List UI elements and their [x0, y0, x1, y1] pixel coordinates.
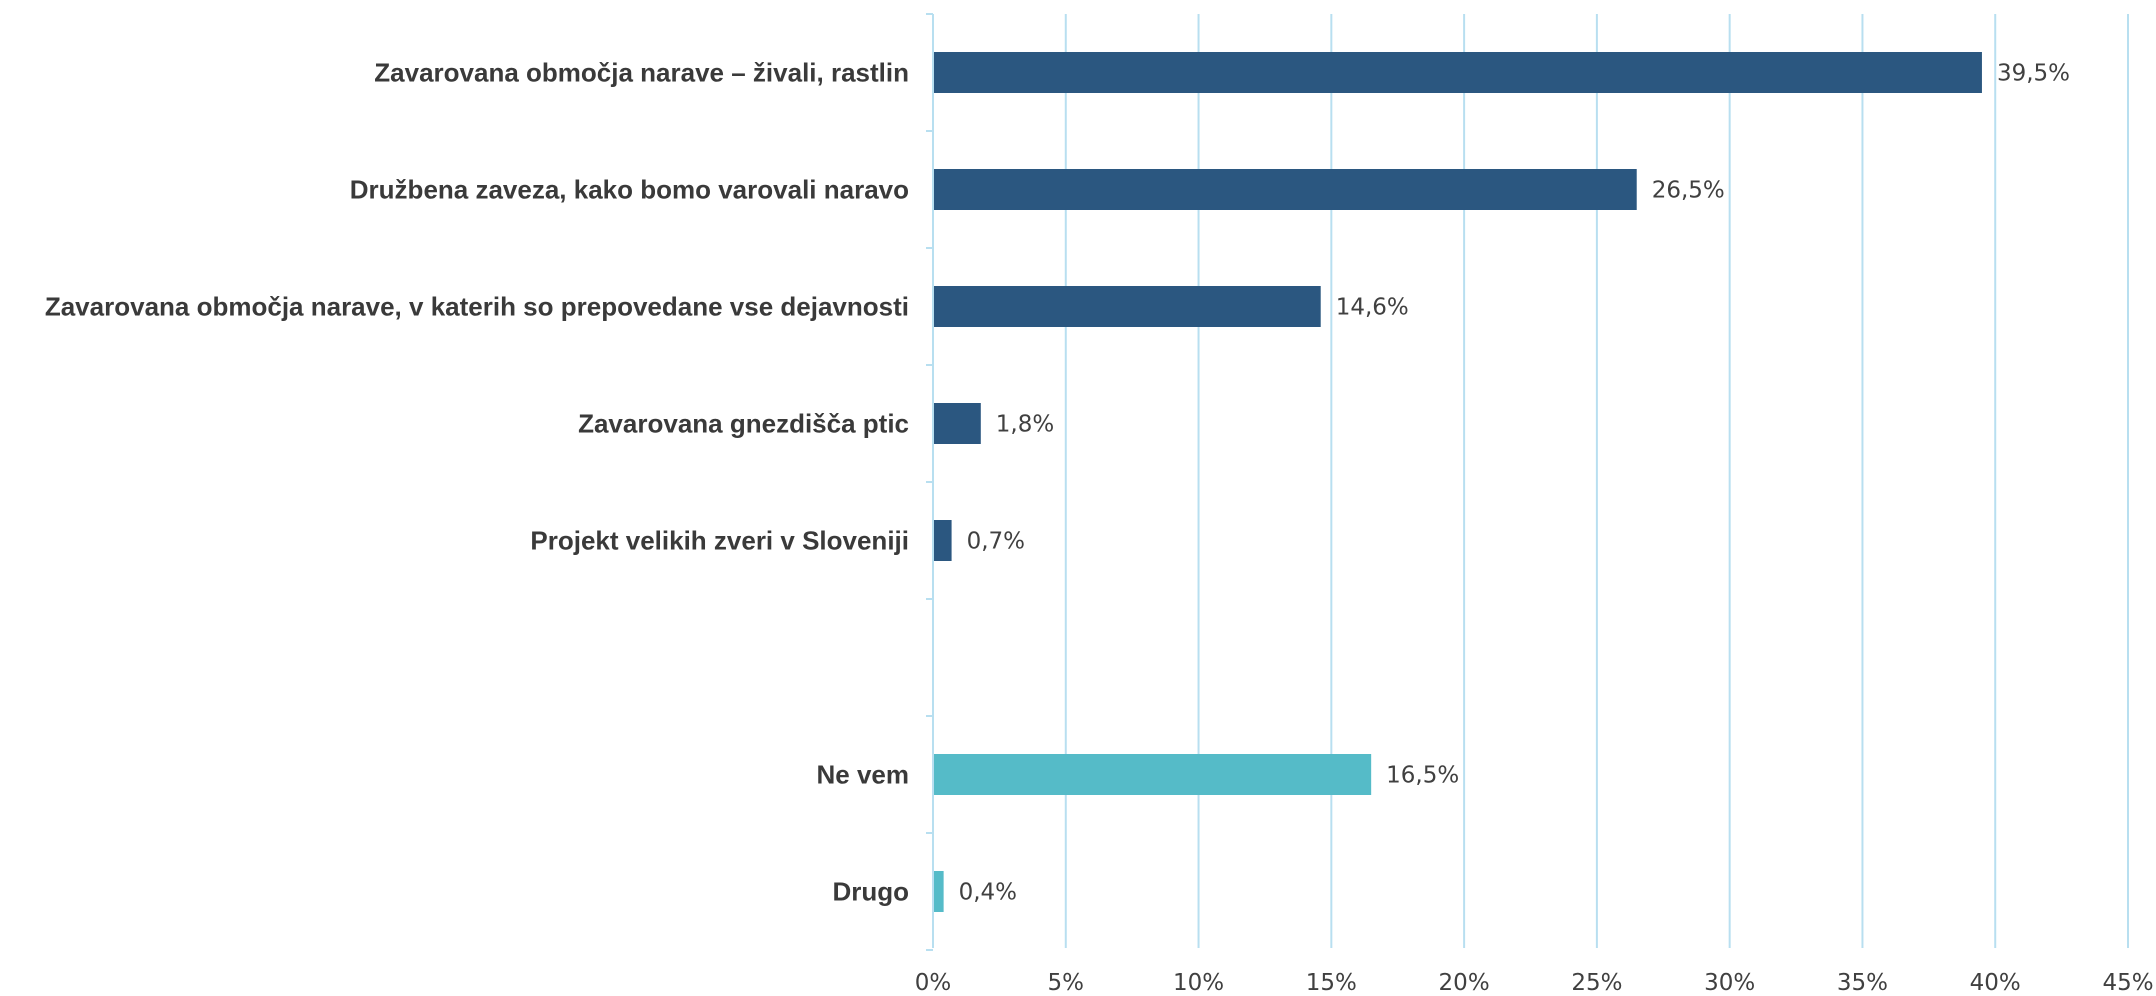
bar: [934, 286, 1321, 327]
x-tick-label: 40%: [1970, 970, 2021, 996]
data-label: 14,6%: [1336, 295, 1409, 321]
data-label: 1,8%: [996, 412, 1054, 438]
x-tick-label: 25%: [1571, 970, 1622, 996]
bar: [934, 52, 1982, 93]
data-label: 0,7%: [967, 529, 1025, 555]
x-tick-label: 15%: [1306, 970, 1357, 996]
category-label: Ne vem: [817, 760, 910, 790]
data-label: 39,5%: [1997, 61, 2070, 87]
x-tick-label: 10%: [1173, 970, 1224, 996]
x-tick-label: 45%: [2102, 970, 2153, 996]
bar: [934, 871, 944, 912]
x-tick-label: 20%: [1439, 970, 1490, 996]
category-label: Zavarovana gnezdišča ptic: [578, 409, 909, 439]
x-tick-label: 30%: [1704, 970, 1755, 996]
category-label: Drugo: [832, 877, 909, 907]
bar: [934, 403, 981, 444]
x-tick-label: 0%: [915, 970, 952, 996]
data-label: 26,5%: [1652, 178, 1725, 204]
bar: [934, 169, 1637, 210]
category-label: Družbena zaveza, kako bomo varovali nara…: [350, 175, 909, 205]
category-label: Projekt velikih zveri v Sloveniji: [530, 526, 909, 556]
x-tick-label: 35%: [1837, 970, 1888, 996]
category-label: Zavarovana območja narave – živali, rast…: [374, 58, 909, 88]
data-label: 0,4%: [959, 880, 1017, 906]
bar: [934, 520, 952, 561]
x-tick-label: 5%: [1048, 970, 1085, 996]
data-label: 16,5%: [1386, 763, 1459, 789]
category-label: Zavarovana območja narave, v katerih so …: [45, 292, 909, 322]
bar: [934, 754, 1372, 795]
